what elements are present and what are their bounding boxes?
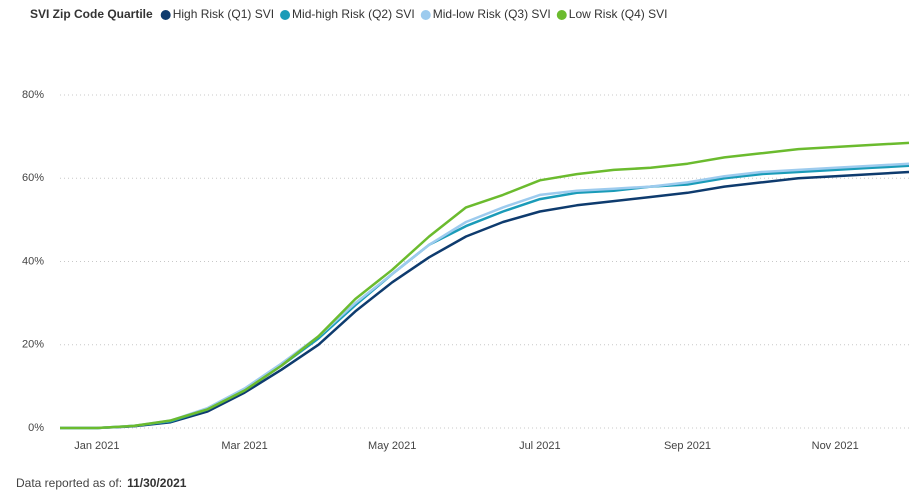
x-tick-label: Jan 2021 xyxy=(74,440,119,452)
x-tick-label: Mar 2021 xyxy=(221,440,267,452)
series-line xyxy=(60,170,910,430)
legend-marker xyxy=(556,10,567,20)
series-line xyxy=(60,141,910,430)
legend-title: SVI Zip Code Quartile xyxy=(30,7,153,21)
y-tick-label: 0% xyxy=(28,422,44,434)
legend-label: Mid-low Risk (Q3) SVI xyxy=(433,7,551,21)
series-line xyxy=(60,162,910,430)
y-tick-label: 80% xyxy=(22,89,44,101)
y-tick-label: 60% xyxy=(22,172,44,184)
y-tick-label: 20% xyxy=(22,339,44,351)
x-tick-label: May 2021 xyxy=(368,440,416,452)
legend-label: High Risk (Q1) SVI xyxy=(173,7,274,21)
legend-marker xyxy=(420,10,431,20)
footnote-date: 11/30/2021 xyxy=(127,476,187,490)
legend-label: Low Risk (Q4) SVI xyxy=(569,7,668,21)
x-tick-label: Sep 2021 xyxy=(664,440,711,452)
legend-marker xyxy=(280,10,291,20)
x-tick-label: Nov 2021 xyxy=(812,440,859,452)
footnote-label: Data reported as of: xyxy=(16,476,122,490)
legend-label: Mid-high Risk (Q2) SVI xyxy=(292,7,415,21)
y-tick-label: 40% xyxy=(22,255,44,267)
legend-marker xyxy=(160,10,171,20)
x-tick-label: Jul 2021 xyxy=(519,440,561,452)
series-line xyxy=(60,164,910,430)
